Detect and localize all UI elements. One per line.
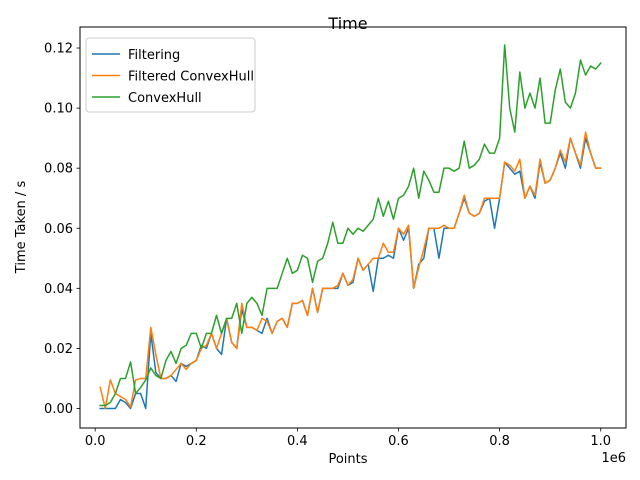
series-line-1 xyxy=(99,131,602,410)
series-line-2 xyxy=(99,44,602,407)
y-tick-label: 0.00 xyxy=(44,402,73,417)
legend-frame xyxy=(85,37,256,113)
x-tick-label: 0.2 xyxy=(186,434,207,449)
legend-label-1: Filtered ConvexHull xyxy=(128,70,254,85)
x-tick-label: 0.0 xyxy=(85,434,106,449)
x-tick-label: 0.4 xyxy=(287,434,308,449)
y-tick-label: 0.02 xyxy=(44,342,73,357)
chart-title: Time xyxy=(327,14,367,33)
y-tick-label: 0.08 xyxy=(44,162,73,177)
x-tick-label: 0.6 xyxy=(388,434,409,449)
y-tick-label: 0.06 xyxy=(44,222,73,237)
y-axis-label: Time Taken / s xyxy=(14,181,29,275)
x-axis-offset-label: 1e6 xyxy=(601,451,626,466)
y-tick-label: 0.04 xyxy=(44,282,73,297)
x-tick-label: 1.0 xyxy=(590,434,611,449)
series-layer xyxy=(99,44,602,410)
legend: Filtering Filtered ConvexHull ConvexHull xyxy=(85,37,256,113)
plot-area-frame xyxy=(79,26,627,429)
series-line-0 xyxy=(99,137,602,410)
legend-label-2: ConvexHull xyxy=(128,91,202,106)
x-axis-label: Points xyxy=(328,452,367,467)
x-axis: 0.0 0.2 0.4 0.6 0.8 1.0 xyxy=(85,428,611,449)
y-tick-label: 0.10 xyxy=(44,102,73,117)
y-axis: 0.00 0.02 0.04 0.06 0.08 0.10 0.12 xyxy=(44,42,80,417)
legend-label-0: Filtering xyxy=(128,48,180,63)
x-tick-label: 0.8 xyxy=(489,434,510,449)
y-tick-label: 0.12 xyxy=(44,42,73,57)
